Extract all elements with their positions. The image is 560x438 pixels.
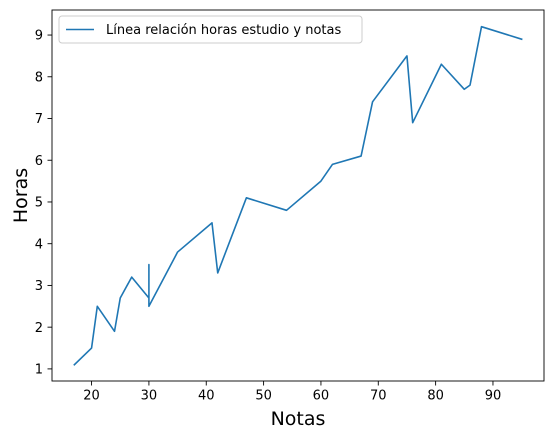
axes: 20 30 40 50 60 70 80 90 1 2 3 4 5 6 7 8 9 Notas Horas: [10, 9, 545, 430]
y-tick-label: 9: [35, 29, 43, 44]
y-tick-label: 7: [35, 112, 43, 127]
y-tick-label: 3: [35, 279, 43, 294]
y-tick-label: 2: [35, 321, 43, 336]
y-axis-label: Horas: [10, 168, 32, 223]
y-tick-label: 4: [35, 237, 43, 252]
series-line-1: [73, 25, 523, 366]
x-axis-label: Notas: [271, 408, 326, 430]
legend-box: [58, 15, 363, 44]
x-tick-label: 20: [83, 389, 100, 404]
x-tick-label: 30: [141, 389, 158, 404]
x-tick-label: 80: [427, 389, 444, 404]
x-tick-label: 70: [370, 389, 387, 404]
y-tick-label: 5: [35, 196, 43, 211]
y-tick-label: 8: [35, 70, 43, 85]
x-tick-label: 50: [255, 389, 272, 404]
y-tick-label: 6: [35, 154, 43, 169]
plot-area: [73, 25, 523, 366]
x-tick-label: 60: [313, 389, 330, 404]
legend-entry-label: Línea relación horas estudio y notas: [106, 23, 341, 38]
x-tick-label: 90: [485, 389, 502, 404]
x-tick-label: 40: [198, 389, 215, 404]
axes-frame: [51, 9, 545, 382]
legend: Línea relación horas estudio y notas: [58, 15, 363, 44]
y-tick-label: 1: [35, 362, 43, 377]
